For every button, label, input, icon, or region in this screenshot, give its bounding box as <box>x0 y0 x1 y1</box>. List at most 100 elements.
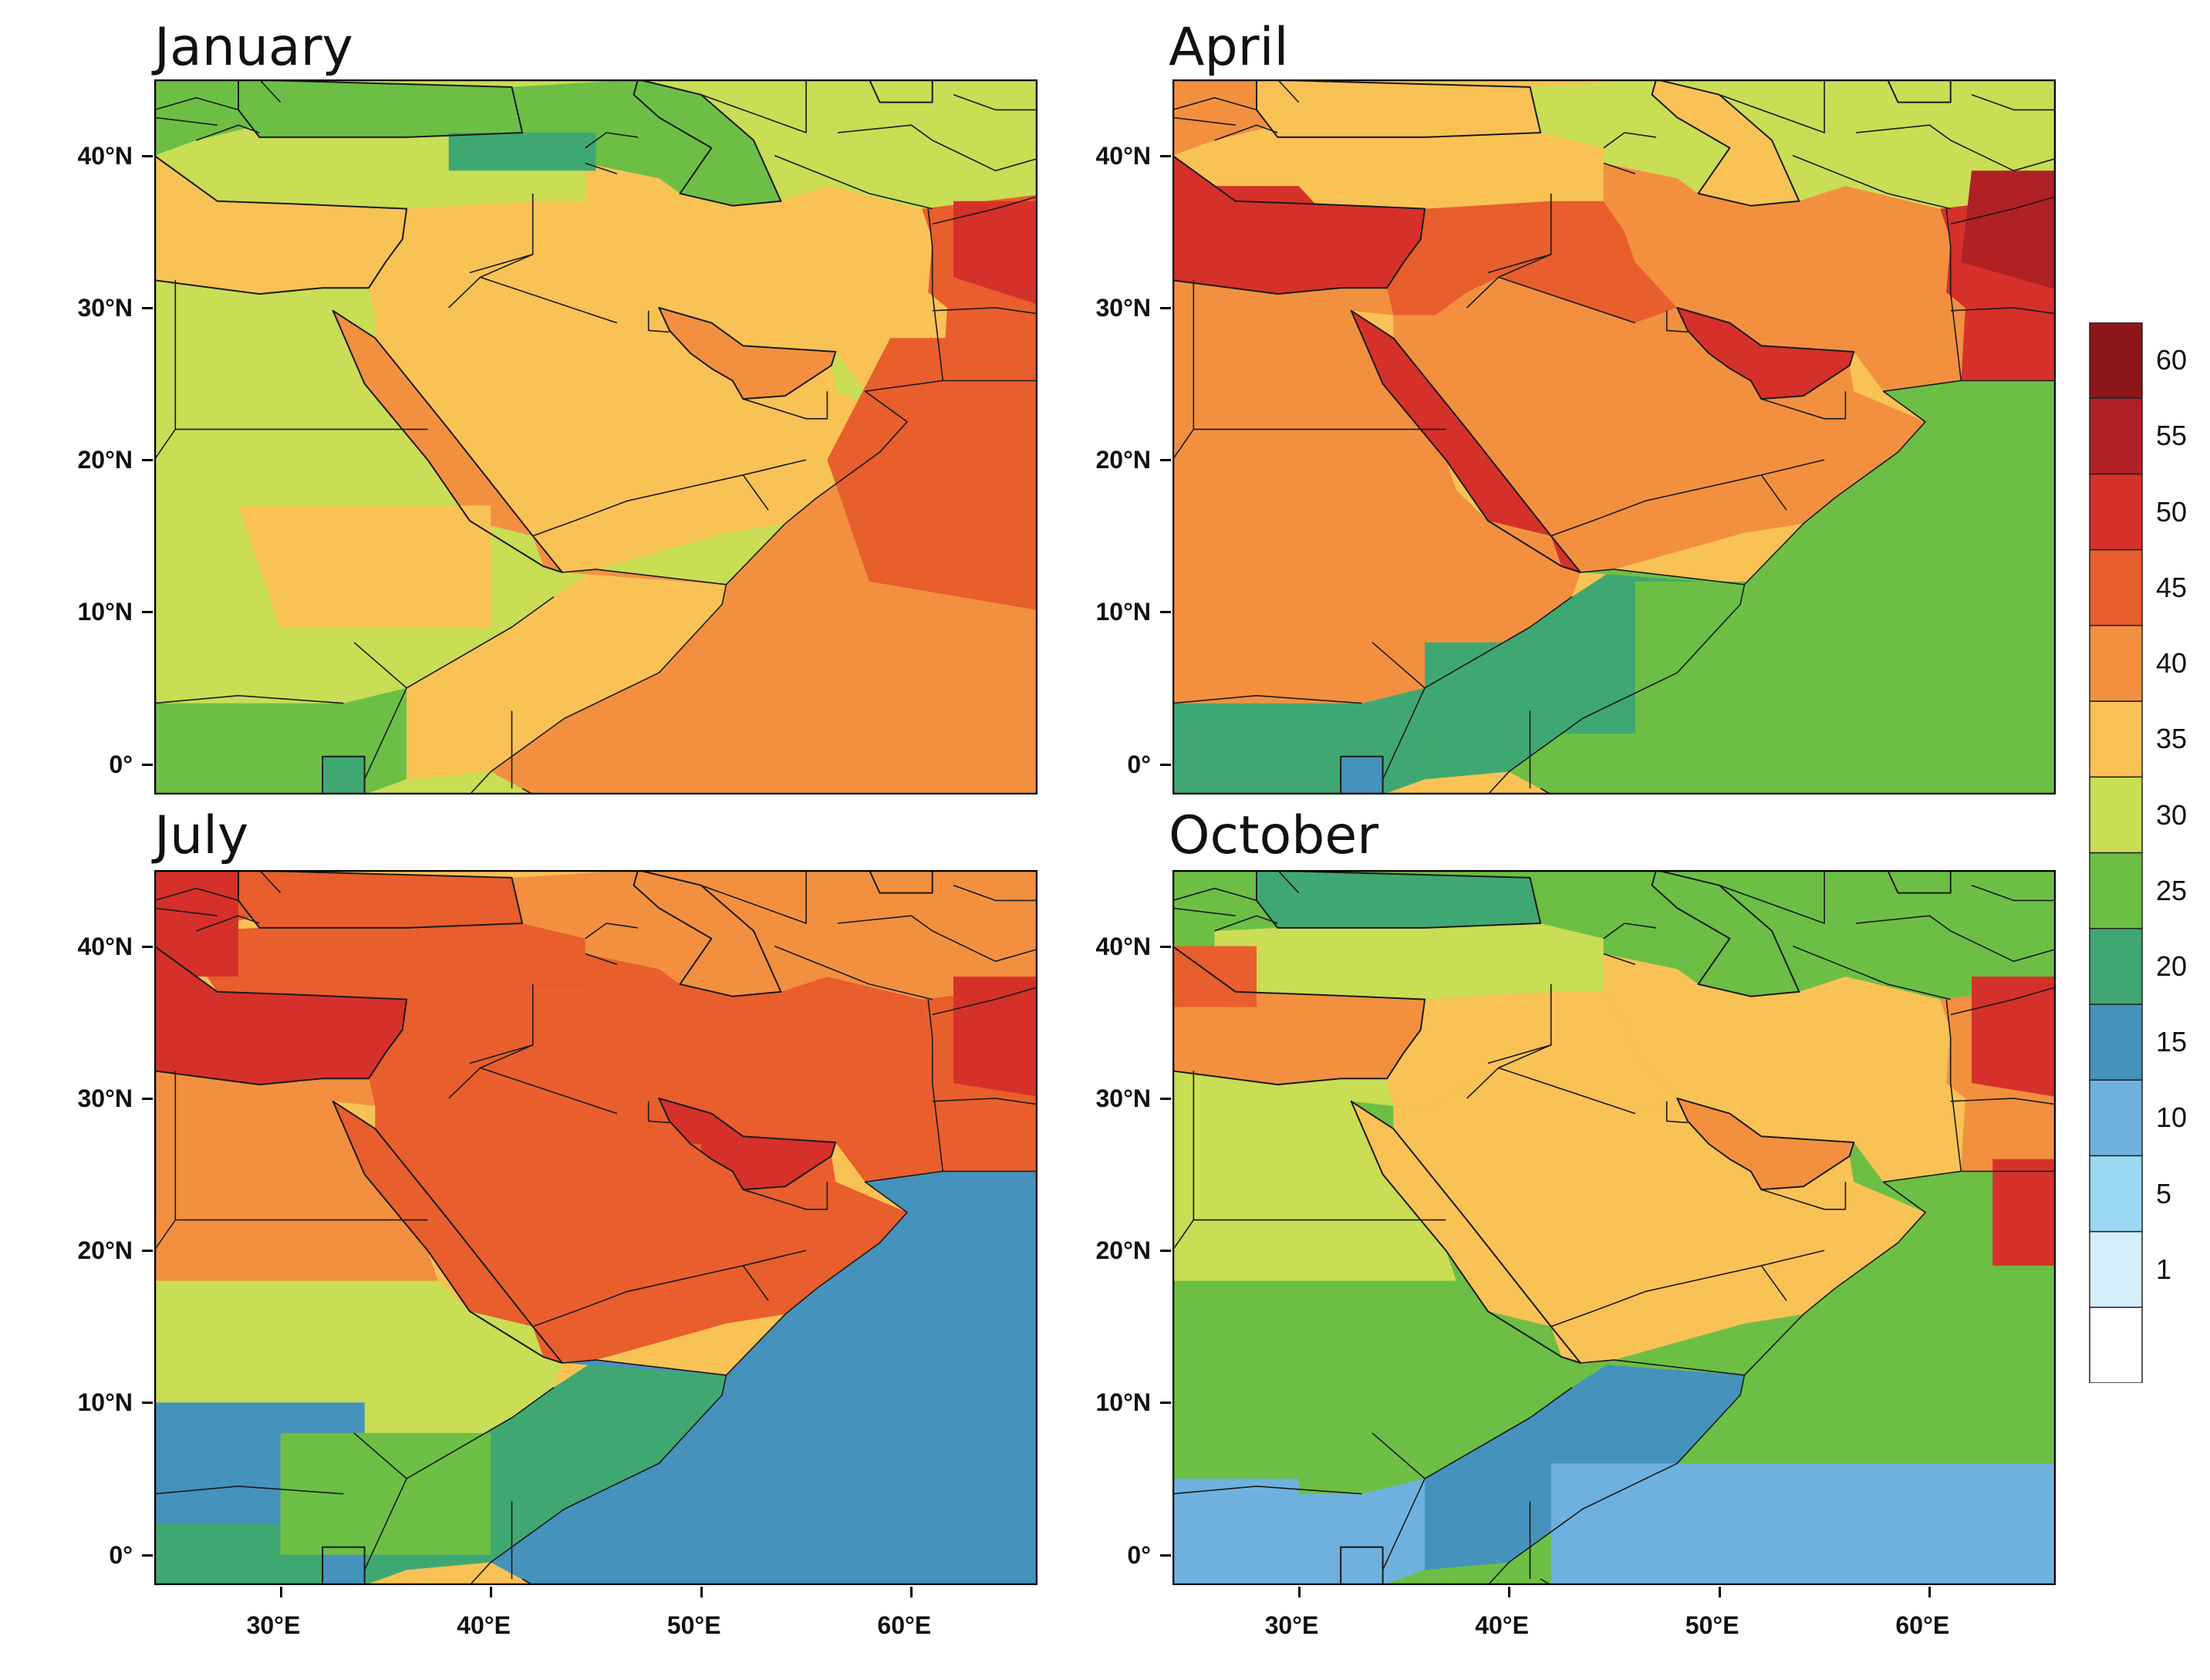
region-arabia <box>1393 277 1925 572</box>
colorbar-bin <box>2089 776 2143 854</box>
colorbar-bin <box>2089 700 2143 778</box>
region-persian <box>1677 1098 1854 1190</box>
coastline-med <box>1172 154 1426 295</box>
colorbar-level-label: 35 <box>2156 723 2188 755</box>
lat-tick-label: 30°N <box>77 293 133 322</box>
value-region <box>1425 642 1635 734</box>
lon-tick-mark <box>1508 1587 1511 1597</box>
country-border <box>774 154 933 210</box>
value-region <box>1992 1159 2056 1266</box>
lon-tick-mark <box>1297 1587 1301 1597</box>
lat-tick-mark <box>1160 1097 1171 1100</box>
region-arabsea <box>491 1171 1038 1585</box>
colorbar-bin <box>2089 1004 2143 1081</box>
country-border <box>154 694 344 704</box>
country-border <box>1603 923 1657 940</box>
country-border <box>927 999 944 1172</box>
country-border <box>1466 254 1552 309</box>
lat-tick-mark <box>1160 945 1171 948</box>
region-centasia <box>638 79 1038 209</box>
value-region <box>1550 1463 2056 1585</box>
lat-tick-mark <box>142 306 153 309</box>
country-border <box>196 124 260 141</box>
country-border <box>585 923 639 940</box>
country-border <box>1792 154 1951 210</box>
lat-tick-mark <box>142 1250 153 1253</box>
coastline-redsea <box>332 309 563 573</box>
region-iran <box>585 163 947 392</box>
region-caspian <box>633 79 781 206</box>
country-border <box>742 474 769 511</box>
coastline-somalia <box>469 584 727 794</box>
coastline-victoria <box>322 755 366 794</box>
country-border <box>1971 93 2056 111</box>
lat-tick-label: 0° <box>1127 1540 1151 1569</box>
lat-tick-mark <box>1160 459 1171 462</box>
coastline-med <box>154 154 408 295</box>
map-april <box>1172 79 2056 794</box>
lat-tick-label: 30°N <box>77 1084 133 1112</box>
lat-tick-label: 10°N <box>77 598 133 626</box>
lat-tick-mark <box>1160 306 1171 309</box>
region-redsea <box>1351 310 1581 572</box>
panel-title-october: October <box>1169 805 1379 866</box>
region-med <box>1172 946 1426 1085</box>
country-border <box>1855 124 2056 172</box>
country-border <box>1466 1044 1552 1099</box>
lon-tick-mark <box>490 1587 493 1597</box>
coastline-persian <box>1676 306 1855 400</box>
coastline-redsea <box>1350 1100 1581 1364</box>
colorbar-level-label: 50 <box>2156 495 2188 528</box>
lon-tick-label: 50°E <box>1685 1611 1739 1639</box>
lon-tick-label: 60°E <box>877 1611 932 1639</box>
lon-tick-mark <box>700 1587 703 1597</box>
lat-tick-label: 20°N <box>77 446 133 474</box>
lat-tick-label: 20°N <box>1095 446 1152 474</box>
colorbar-bin <box>2089 927 2143 1005</box>
country-border <box>1792 945 1951 1000</box>
lat-tick-mark <box>142 945 153 948</box>
country-border <box>1950 987 2056 1016</box>
region-centasia <box>1656 870 2056 1000</box>
map-july <box>154 870 1038 1585</box>
coastline-caspian <box>633 79 782 207</box>
region-egypt <box>154 1071 438 1281</box>
country-border <box>927 208 944 381</box>
country-border <box>837 915 1038 963</box>
lon-tick-label: 30°E <box>246 1611 301 1639</box>
region-iran <box>585 953 947 1182</box>
colorbar-level-label: 15 <box>2156 1026 2188 1058</box>
colorbar-level-label: 60 <box>2156 344 2188 376</box>
region-centasia <box>1656 79 2056 209</box>
coastline-aral <box>868 870 933 894</box>
coastline-aral <box>1886 79 1952 103</box>
country-border <box>743 391 828 420</box>
colorbar-bin <box>2089 625 2143 702</box>
region-redsea <box>332 310 562 572</box>
region-victoria <box>1341 1547 1383 1585</box>
lat-tick-label: 30°N <box>1095 293 1152 322</box>
colorbar-level-label: 20 <box>2156 950 2188 982</box>
country-border <box>1277 870 1300 894</box>
country-border <box>1603 132 1657 149</box>
region-blacksea <box>238 79 523 137</box>
colorbar-bin <box>2089 852 2143 929</box>
country-border <box>1172 907 1236 916</box>
country-border <box>1665 1101 1688 1124</box>
country-border <box>1971 884 2056 902</box>
coastline-redsea <box>332 1100 563 1364</box>
region-arabia <box>1393 1068 1925 1363</box>
region-central <box>1172 687 1426 794</box>
region-victoria <box>1341 756 1383 794</box>
country-border <box>353 595 555 689</box>
coastline-arabia-south <box>1580 380 2056 585</box>
value-region <box>1972 977 2056 1097</box>
map-january <box>154 79 1038 794</box>
region-blacksea <box>238 870 523 928</box>
country-border <box>469 983 534 1064</box>
region-caucasus <box>1530 870 1730 984</box>
value-region <box>1172 1478 1299 1585</box>
region-iran <box>1603 163 1965 392</box>
lat-tick-label: 40°N <box>1095 141 1152 170</box>
